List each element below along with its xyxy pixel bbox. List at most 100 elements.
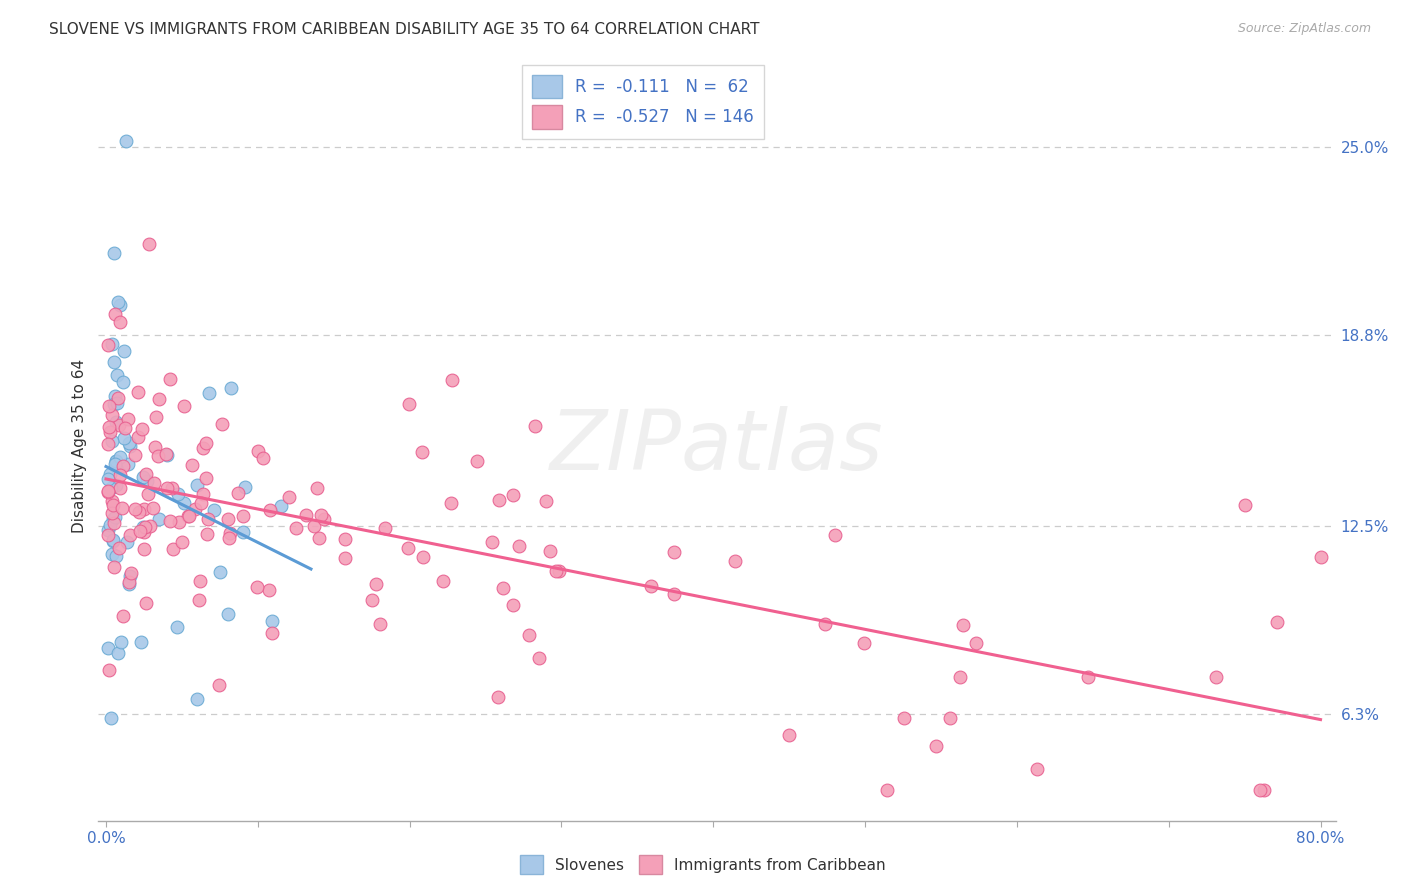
Point — [398, 397, 420, 411]
Point — [114, 421, 136, 435]
Point — [295, 508, 318, 522]
Point — [302, 519, 325, 533]
Point — [1249, 783, 1271, 797]
Point — [465, 454, 488, 468]
Point — [103, 246, 125, 260]
Point — [101, 498, 124, 512]
Point — [481, 535, 503, 549]
Point — [107, 295, 129, 310]
Point — [117, 457, 139, 471]
Point — [104, 307, 127, 321]
Point — [103, 397, 125, 411]
Point — [118, 575, 141, 590]
Point — [217, 607, 239, 621]
Point — [101, 512, 124, 526]
Point — [167, 487, 190, 501]
Point — [546, 564, 568, 578]
Point — [396, 541, 419, 555]
Point — [120, 566, 142, 581]
Point — [98, 467, 121, 481]
Point — [366, 577, 388, 591]
Point — [108, 541, 131, 555]
Point — [195, 435, 218, 450]
Point — [96, 483, 118, 498]
Point — [228, 485, 250, 500]
Point — [259, 502, 281, 516]
Point — [217, 512, 239, 526]
Point — [146, 449, 169, 463]
Point — [148, 392, 170, 406]
Point — [112, 431, 135, 445]
Point — [876, 783, 898, 797]
Legend: Slovenes, Immigrants from Caribbean: Slovenes, Immigrants from Caribbean — [513, 849, 893, 880]
Point — [195, 471, 218, 485]
Point — [939, 711, 962, 725]
Point — [105, 368, 128, 382]
Point — [103, 354, 125, 368]
Point — [173, 400, 195, 414]
Point — [778, 728, 800, 742]
Point — [965, 636, 987, 650]
Point — [103, 560, 125, 574]
Point — [247, 444, 270, 458]
Point — [198, 386, 221, 401]
Point — [527, 651, 550, 665]
Point — [138, 487, 160, 501]
Point — [156, 448, 179, 462]
Point — [97, 528, 120, 542]
Point — [101, 408, 124, 422]
Point — [135, 467, 157, 481]
Point — [305, 481, 328, 495]
Point — [97, 436, 120, 450]
Point — [105, 549, 128, 564]
Point — [105, 478, 128, 492]
Point — [893, 711, 915, 725]
Point — [148, 512, 170, 526]
Point — [132, 520, 155, 534]
Point — [104, 454, 127, 468]
Point — [309, 508, 332, 522]
Point — [135, 597, 157, 611]
Point — [155, 447, 177, 461]
Point — [111, 608, 134, 623]
Point — [193, 487, 215, 501]
Point — [108, 298, 131, 312]
Point — [111, 500, 134, 515]
Point — [523, 418, 546, 433]
Point — [208, 678, 231, 692]
Point — [1026, 762, 1049, 776]
Point — [104, 389, 127, 403]
Point — [260, 626, 283, 640]
Point — [107, 646, 129, 660]
Point — [232, 525, 254, 540]
Point — [127, 384, 149, 399]
Point — [120, 569, 142, 583]
Point — [333, 533, 356, 547]
Point — [312, 512, 335, 526]
Point — [129, 635, 152, 649]
Point — [285, 520, 308, 534]
Point — [118, 528, 141, 542]
Point — [156, 481, 179, 495]
Point — [824, 528, 846, 542]
Text: Source: ZipAtlas.com: Source: ZipAtlas.com — [1237, 22, 1371, 36]
Point — [108, 481, 131, 495]
Point — [101, 434, 124, 448]
Point — [101, 533, 124, 548]
Point — [96, 338, 118, 352]
Point — [723, 553, 745, 567]
Point — [186, 692, 208, 706]
Point — [411, 445, 433, 459]
Point — [218, 531, 240, 545]
Point — [142, 500, 165, 515]
Point — [233, 479, 256, 493]
Point — [115, 534, 138, 549]
Point — [202, 503, 225, 517]
Point — [368, 617, 391, 632]
Point — [117, 412, 139, 426]
Point — [131, 422, 153, 436]
Point — [502, 598, 524, 612]
Point — [124, 449, 146, 463]
Point — [104, 457, 127, 471]
Point — [508, 539, 530, 553]
